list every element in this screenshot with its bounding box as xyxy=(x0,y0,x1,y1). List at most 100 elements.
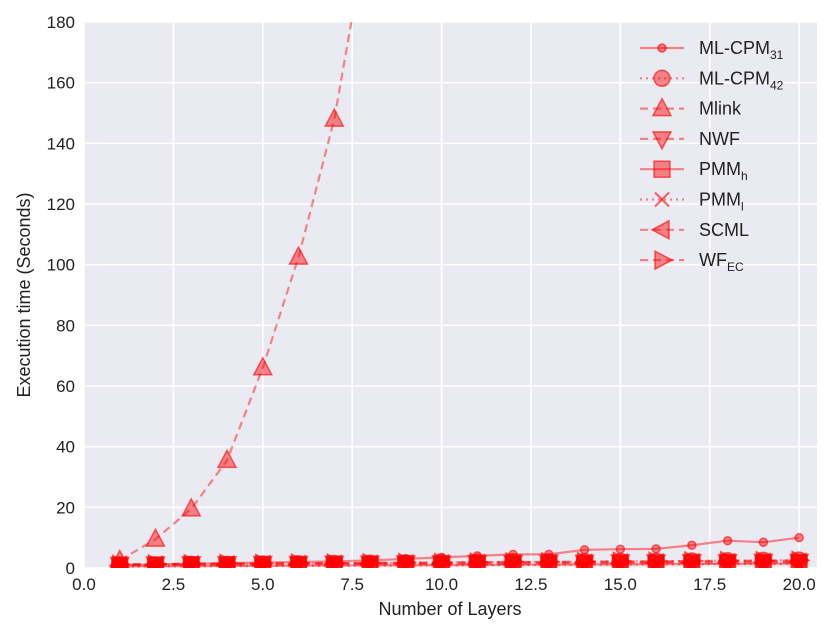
data-point xyxy=(654,191,670,208)
series-line xyxy=(119,561,800,567)
x-tick-label: 15.0 xyxy=(604,575,637,594)
y-tick-label: 100 xyxy=(47,256,75,275)
data-point xyxy=(433,552,454,568)
data-point xyxy=(252,555,274,568)
x-mark-stroke xyxy=(579,556,593,568)
data-point xyxy=(791,550,811,568)
x-mark-stroke xyxy=(651,556,664,568)
data-point xyxy=(183,553,203,568)
legend-label: PMMh xyxy=(699,159,748,183)
x-axis-label: Number of Layers xyxy=(378,599,521,619)
x-mark-stroke xyxy=(294,558,307,568)
x-mark-stroke xyxy=(722,556,736,568)
x-tick-labels: 0.0 2.5 5.0 7.5 10.0 12.5 15.0 17.5 20.0 xyxy=(72,575,815,594)
y-tick-label: 60 xyxy=(56,377,75,396)
legend-label: WFEC xyxy=(699,250,744,274)
data-point xyxy=(252,356,274,376)
data-point xyxy=(216,556,238,568)
data-point xyxy=(112,554,132,568)
x-mark-stroke xyxy=(793,556,807,568)
data-point xyxy=(324,555,345,568)
data-point xyxy=(181,497,202,517)
x-mark-stroke xyxy=(401,557,414,568)
y-tick-label: 20 xyxy=(56,498,75,517)
legend-label: ML-CPM31 xyxy=(699,38,784,62)
data-point xyxy=(719,550,740,568)
data-point xyxy=(216,448,238,469)
data-point xyxy=(398,552,418,568)
y-tick-label: 120 xyxy=(47,195,75,214)
legend-item: WFEC xyxy=(640,249,744,274)
x-mark-stroke xyxy=(259,558,271,568)
data-point xyxy=(109,556,131,568)
data-point xyxy=(758,537,769,547)
data-point xyxy=(362,552,382,568)
x-mark-stroke xyxy=(437,557,450,568)
data-point xyxy=(255,553,275,568)
data-point xyxy=(541,551,561,568)
legend-label: NWF xyxy=(699,129,740,149)
y-tick-labels: 0 20 40 60 80 100 120 140 160 180 xyxy=(47,13,75,578)
legend-label: Mlink xyxy=(699,99,742,119)
data-point xyxy=(145,527,166,547)
x-tick-label: 5.0 xyxy=(251,575,275,594)
data-point xyxy=(654,249,674,271)
series-group xyxy=(108,22,811,568)
x-tick-label: 2.5 xyxy=(162,575,186,594)
data-point xyxy=(288,245,309,265)
data-point xyxy=(181,556,202,568)
legend: ML-CPM31 ML-CPM42 Mlink NWF PMMh PMMl SCML WFEC xyxy=(640,38,784,274)
legend-label: ML-CPM42 xyxy=(699,68,784,92)
data-point xyxy=(651,96,673,117)
x-tick-label: 20.0 xyxy=(783,575,816,594)
data-point xyxy=(615,544,626,554)
x-mark-stroke xyxy=(508,557,521,568)
data-point xyxy=(612,551,632,568)
x-tick-label: 17.5 xyxy=(693,575,726,594)
legend-item: SCML xyxy=(640,219,749,241)
x-tick-label: 0.0 xyxy=(72,575,96,594)
legend-item: PMMl xyxy=(640,190,744,214)
data-point xyxy=(755,550,775,568)
data-point xyxy=(657,43,667,53)
data-point xyxy=(505,551,525,568)
data-point xyxy=(326,552,346,568)
series-line xyxy=(119,22,353,562)
x-mark-stroke xyxy=(473,557,486,568)
data-point xyxy=(650,219,670,241)
x-mark-stroke xyxy=(223,558,235,568)
data-point xyxy=(288,555,309,568)
x-mark-stroke xyxy=(330,558,342,568)
series-wf-ec xyxy=(112,550,811,568)
data-point xyxy=(653,69,671,88)
x-mark-stroke xyxy=(686,556,700,568)
x-mark-stroke xyxy=(615,556,629,568)
x-mark-stroke xyxy=(188,558,199,568)
y-tick-label: 140 xyxy=(47,134,75,153)
x-mark-stroke xyxy=(654,191,670,208)
x-tick-label: 12.5 xyxy=(514,575,547,594)
data-point xyxy=(684,550,704,568)
data-point xyxy=(648,551,668,568)
x-mark-stroke xyxy=(366,557,378,568)
y-tick-label: 40 xyxy=(56,438,75,457)
data-point xyxy=(579,545,590,555)
data-point xyxy=(219,553,239,568)
data-point xyxy=(651,544,661,554)
data-point xyxy=(145,556,166,568)
data-point xyxy=(653,160,671,178)
data-point xyxy=(687,540,697,550)
legend-label: SCML xyxy=(699,220,749,240)
y-tick-label: 80 xyxy=(56,316,75,335)
data-point xyxy=(324,107,345,127)
y-axis-label: Execution time (Seconds) xyxy=(14,192,34,397)
data-point xyxy=(722,535,733,546)
legend-item: ML-CPM42 xyxy=(640,68,784,92)
data-point xyxy=(794,532,804,543)
x-tick-label: 7.5 xyxy=(340,575,364,594)
x-tick-label: 10.0 xyxy=(425,575,458,594)
data-point xyxy=(147,553,168,568)
legend-item: ML-CPM31 xyxy=(640,38,784,62)
data-point xyxy=(651,131,673,151)
x-mark-stroke xyxy=(544,557,557,568)
